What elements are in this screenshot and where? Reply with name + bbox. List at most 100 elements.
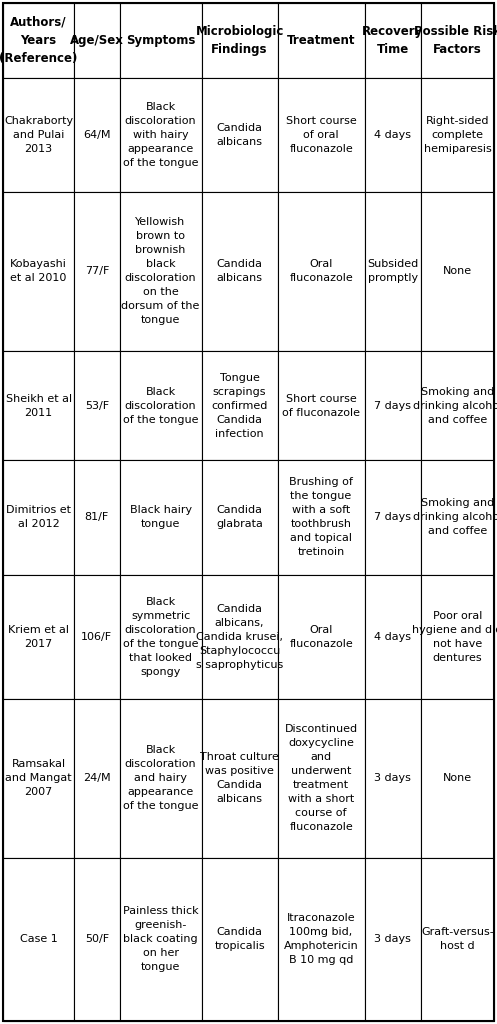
Bar [120, 3, 202, 78]
Bar [421, 461, 494, 574]
Text: Graft-versus-
host d: Graft-versus- host d [421, 928, 494, 951]
Text: Right-sided
complete
hemiparesis: Right-sided complete hemiparesis [423, 116, 492, 154]
Text: 53/F: 53/F [85, 400, 109, 411]
Bar [278, 351, 365, 461]
Bar [278, 858, 365, 1021]
Text: Throat culture
was positive
Candida
albicans: Throat culture was positive Candida albi… [200, 753, 279, 805]
Text: Short course
of fluconazole: Short course of fluconazole [282, 393, 360, 418]
Text: Discontinued
doxycycline
and
underwent
treatment
with a short
course of
fluconaz: Discontinued doxycycline and underwent t… [285, 724, 358, 833]
Text: Sheikh et al
2011: Sheikh et al 2011 [5, 393, 72, 418]
Text: Candida
albicans: Candida albicans [217, 259, 262, 284]
Text: Candida
albicans,
Candida krusei,
Staphylococcu
s saprophyticus: Candida albicans, Candida krusei, Staphy… [196, 604, 283, 670]
Bar [202, 3, 278, 78]
Bar [278, 699, 365, 858]
Bar [74, 858, 120, 1021]
Text: Black
discoloration
of the tongue: Black discoloration of the tongue [123, 387, 198, 425]
Bar [365, 699, 421, 858]
Text: Candida
albicans: Candida albicans [217, 123, 262, 146]
Bar [202, 699, 278, 858]
Text: Recovery
Time: Recovery Time [362, 25, 423, 55]
Text: 3 days: 3 days [374, 935, 411, 944]
Bar [120, 699, 202, 858]
Bar [365, 574, 421, 699]
Text: 4 days: 4 days [374, 130, 411, 139]
Text: Painless thick
greenish-
black coating
on her
tongue: Painless thick greenish- black coating o… [123, 906, 198, 973]
Bar [278, 3, 365, 78]
Text: 50/F: 50/F [85, 935, 109, 944]
Text: Symptoms: Symptoms [126, 34, 195, 47]
Text: Itraconazole
100mg bid,
Amphotericin
B 10 mg qd: Itraconazole 100mg bid, Amphotericin B 1… [284, 913, 358, 966]
Text: Tongue
scrapings
confirmed
Candida
infection: Tongue scrapings confirmed Candida infec… [211, 373, 268, 438]
Text: 7 days: 7 days [374, 400, 411, 411]
Bar [74, 191, 120, 351]
Bar [278, 191, 365, 351]
Text: Possible Risk
Factors: Possible Risk Factors [414, 25, 497, 55]
Text: Candida
tropicalis: Candida tropicalis [214, 928, 265, 951]
Text: Kriem et al
2017: Kriem et al 2017 [8, 625, 69, 649]
Text: Black
discoloration
with hairy
appearance
of the tongue: Black discoloration with hairy appearanc… [123, 101, 198, 168]
Text: Smoking and
drinking alcohol
and coffee: Smoking and drinking alcohol and coffee [413, 387, 497, 425]
Bar [421, 699, 494, 858]
Text: 106/F: 106/F [82, 632, 112, 642]
Bar [74, 574, 120, 699]
Bar [202, 78, 278, 191]
Bar [202, 574, 278, 699]
Bar [365, 351, 421, 461]
Text: 3 days: 3 days [374, 773, 411, 783]
Bar [421, 858, 494, 1021]
Bar [3, 351, 74, 461]
Bar [278, 78, 365, 191]
Bar [3, 191, 74, 351]
Bar [74, 3, 120, 78]
Bar [202, 351, 278, 461]
Text: Black hairy
tongue: Black hairy tongue [130, 506, 192, 529]
Text: Candida
glabrata: Candida glabrata [216, 506, 263, 529]
Bar [74, 699, 120, 858]
Text: Treatment: Treatment [287, 34, 355, 47]
Bar [120, 461, 202, 574]
Bar [120, 191, 202, 351]
Bar [365, 78, 421, 191]
Bar [74, 78, 120, 191]
Bar [421, 351, 494, 461]
Bar [74, 351, 120, 461]
Text: 81/F: 81/F [84, 512, 109, 522]
Bar [365, 858, 421, 1021]
Text: None: None [443, 266, 472, 276]
Bar [421, 78, 494, 191]
Text: Black
symmetric
discoloration
of the tongue
that looked
spongy: Black symmetric discoloration of the ton… [123, 597, 198, 677]
Text: Oral
fluconazole: Oral fluconazole [289, 625, 353, 649]
Text: Authors/
Years
(Reference): Authors/ Years (Reference) [0, 15, 78, 65]
Bar [74, 461, 120, 574]
Text: None: None [443, 773, 472, 783]
Text: Smoking and
drinking alcohol
and coffee: Smoking and drinking alcohol and coffee [413, 499, 497, 537]
Bar [421, 574, 494, 699]
Text: Dimitrios et
al 2012: Dimitrios et al 2012 [6, 506, 71, 529]
Text: Yellowish
brown to
brownish
black
discoloration
on the
dorsum of the
tongue: Yellowish brown to brownish black discol… [121, 217, 200, 326]
Text: Kobayashi
et al 2010: Kobayashi et al 2010 [10, 259, 67, 284]
Bar [202, 191, 278, 351]
Bar [202, 461, 278, 574]
Bar [365, 461, 421, 574]
Bar [421, 191, 494, 351]
Text: Brushing of
the tongue
with a soft
toothbrush
and topical
tretinoin: Brushing of the tongue with a soft tooth… [289, 477, 353, 557]
Text: Poor oral
hygiene and did
not have
dentures: Poor oral hygiene and did not have dentu… [412, 610, 497, 663]
Bar [3, 461, 74, 574]
Bar [421, 3, 494, 78]
Text: Chakraborty
and Pulai
2013: Chakraborty and Pulai 2013 [4, 116, 73, 154]
Bar [278, 574, 365, 699]
Bar [120, 858, 202, 1021]
Bar [120, 78, 202, 191]
Text: 7 days: 7 days [374, 512, 411, 522]
Bar [3, 574, 74, 699]
Text: Short course
of oral
fluconazole: Short course of oral fluconazole [286, 116, 356, 154]
Bar [278, 461, 365, 574]
Bar [365, 191, 421, 351]
Text: Oral
fluconazole: Oral fluconazole [289, 259, 353, 284]
Text: Age/Sex: Age/Sex [70, 34, 124, 47]
Bar [365, 3, 421, 78]
Text: Black
discoloration
and hairy
appearance
of the tongue: Black discoloration and hairy appearance… [123, 745, 198, 811]
Bar [3, 699, 74, 858]
Bar [3, 858, 74, 1021]
Bar [120, 351, 202, 461]
